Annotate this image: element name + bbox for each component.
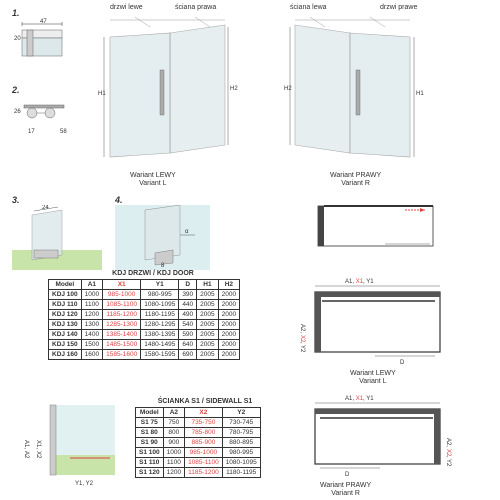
dim-47: 47 (40, 19, 47, 25)
svg-text:A2, X2, Y2: A2, X2, Y2 (300, 324, 305, 353)
svg-text:A1, X1, Y1: A1, X1, Y1 (345, 279, 374, 285)
variant-right-label: Wariant PRAWYVariant R (330, 172, 381, 189)
h1-right: H1 (416, 91, 424, 97)
svg-text:A1, X1, Y1: A1, X1, Y1 (345, 396, 374, 402)
svg-text:D: D (345, 472, 350, 478)
detail-1: 1. 47 20 (12, 8, 72, 63)
plan-lewy: A1, X1, Y1 D A2, X2, Y2 (300, 276, 460, 376)
plan-top-right (310, 198, 450, 260)
svg-text:X1, X2: X1, X2 (35, 440, 41, 459)
s1-table-title: ŚCIANKA S1 / SIDEWALL S1 (135, 398, 275, 405)
label-sciana-prawa: ściana prawa (175, 4, 216, 11)
svg-text:D: D (400, 360, 405, 366)
detail-2: 2. 26 17 58 (12, 85, 72, 145)
dim-17: 17 (28, 129, 35, 135)
s1-table-block: ŚCIANKA S1 / SIDEWALL S1 ModelA2X2Y2S1 7… (135, 398, 275, 478)
detail-3-num: 3. (12, 195, 20, 205)
svg-text:Y1, Y2: Y1, Y2 (75, 481, 94, 487)
enclosure-right-3d: H2 H1 (280, 15, 430, 170)
technical-drawing-page: 1. 47 20 2. 26 17 58 drzwi lewe ściana p… (0, 0, 500, 500)
dim-26: 26 (14, 109, 21, 115)
h2-left: H2 (230, 86, 238, 92)
detail-2-num: 2. (12, 85, 20, 95)
svg-text:A2, X2, Y2: A2, X2, Y2 (445, 438, 451, 467)
dim-58: 58 (60, 129, 67, 135)
dim-24: 24 (42, 205, 49, 211)
kdj-table: ModelA1X1Y1DH1H2KDJ 1001000985-1000980-9… (48, 279, 240, 360)
h2-right: H2 (284, 86, 292, 92)
detail-4: 4. α 8 (115, 195, 210, 270)
detail-4-num: 4. (115, 195, 123, 205)
svg-text:A1, A2: A1, A2 (23, 440, 29, 459)
kdj-table-title: KDJ DRZWI / KDJ DOOR (48, 270, 258, 277)
enclosure-left-3d: H1 H2 (90, 15, 240, 170)
label-drzwi-lewe: drzwi lewe (110, 4, 143, 11)
variant-left-label: Wariant LEWYVariant L (130, 172, 176, 189)
side-profile: A1, A2 X1, X2 Y1, Y2 (20, 400, 125, 490)
plan-prawy-label: Wariant PRAWYVariant R (320, 482, 371, 499)
label-drzwi-prawe: drzwi prawe (380, 4, 417, 11)
detail-1-num: 1. (12, 8, 20, 18)
h1-left: H1 (98, 91, 106, 97)
s1-table: ModelA2X2Y2S1 75750735-750730-745S1 8080… (135, 407, 261, 478)
dim-alpha: α (185, 229, 189, 235)
plan-prawy: A1, X1, Y1 D A2, X2, Y2 (300, 393, 460, 485)
dim-20: 20 (14, 36, 21, 42)
kdj-table-block: KDJ DRZWI / KDJ DOOR ModelA1X1Y1DH1H2KDJ… (48, 270, 258, 360)
plan-lewy-label: Wariant LEWYVariant L (350, 370, 396, 387)
label-sciana-lewa: ściana lewa (290, 4, 327, 11)
detail-3: 3. 24 (12, 195, 102, 270)
